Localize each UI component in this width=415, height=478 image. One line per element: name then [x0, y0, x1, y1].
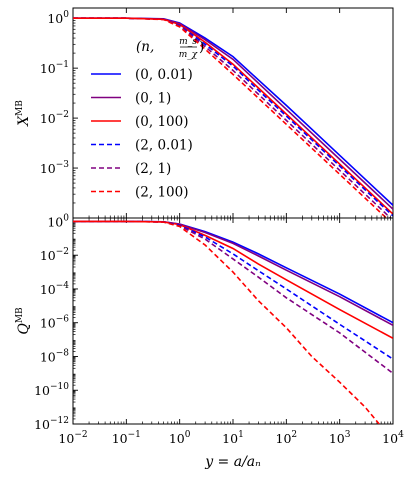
legend-title: (n,: [136, 39, 154, 55]
legend-label-3: (2, 0.01): [135, 138, 193, 154]
series-line-0: [73, 17, 393, 206]
legend-label-4: (2, 1): [135, 161, 171, 177]
series-line-4: [73, 17, 392, 218]
x-tick-label: 104: [382, 430, 404, 446]
legend-title-close: ): [199, 39, 204, 55]
top-y-tick-label: 10−1: [40, 60, 69, 76]
legend-label-2: (0, 100): [135, 114, 188, 130]
bottom-y-tick-label: 10−8: [40, 348, 69, 364]
top-y-tick-label: 10−2: [40, 110, 69, 126]
legend-label-1: (0, 1): [135, 91, 171, 107]
bottom-y-tick-label: 10−6: [40, 315, 69, 331]
series-line-4: [73, 220, 393, 374]
bottom-y-axis-label: QMB: [15, 307, 32, 335]
bottom-series-lines: [73, 220, 393, 424]
x-tick-label: 10−1: [112, 430, 141, 446]
legend-label-0: (0, 0.01): [135, 67, 193, 83]
series-line-3: [73, 17, 393, 217]
top-y-tick-label: 10−3: [40, 160, 69, 176]
legend-title-fraction-denominator: m_χ: [179, 50, 198, 60]
x-tick-label: 101: [222, 430, 244, 446]
x-axis-label: y = a/aₙ: [204, 454, 261, 470]
top-y-ticks: 100 10−1 10−2 10−3: [40, 10, 78, 204]
bottom-y-tick-label: 10−12: [34, 416, 69, 432]
series-line-5: [73, 220, 380, 424]
legend: (n, m_s m_χ) (0, 0.01) (0, 1) (0, 100) (2, 0.…: [91, 37, 204, 201]
legend-label-5: (2, 100): [135, 185, 188, 201]
x-tick-label: 10−2: [58, 430, 87, 446]
bottom-y-tick-label: 100: [47, 213, 69, 229]
series-line-5: [73, 17, 388, 218]
top-plot-frame: [72, 7, 394, 219]
x-tick-label: 100: [169, 430, 191, 446]
bottom-y-tick-label: 10−4: [40, 281, 69, 297]
x-tick-label: 103: [329, 430, 351, 446]
top-y-axis-label: XMB: [15, 100, 32, 127]
series-line-1: [73, 220, 393, 327]
top-panel: 100 10−1 10−2 10−3 (n, m_s m_χ) (0, 0.01) (0, …: [15, 7, 394, 219]
x-tick-label: 102: [276, 430, 298, 446]
legend-title-fraction-numerator: m_s: [179, 37, 197, 47]
top-y-tick-label: 100: [47, 10, 69, 26]
series-line-2: [73, 17, 393, 215]
bottom-y-tick-label: 10−10: [34, 382, 69, 398]
series-line-1: [73, 17, 393, 210]
bottom-y-ticks: 100 10−2 10−4 10−6 10−8 10−10 10−12: [34, 213, 78, 432]
x-ticks: 10−2 10−1 100 101 102 103 104: [58, 8, 404, 446]
bottom-y-tick-label: 10−2: [40, 247, 69, 263]
top-series-lines: [73, 17, 393, 218]
series-line-2: [73, 220, 393, 339]
